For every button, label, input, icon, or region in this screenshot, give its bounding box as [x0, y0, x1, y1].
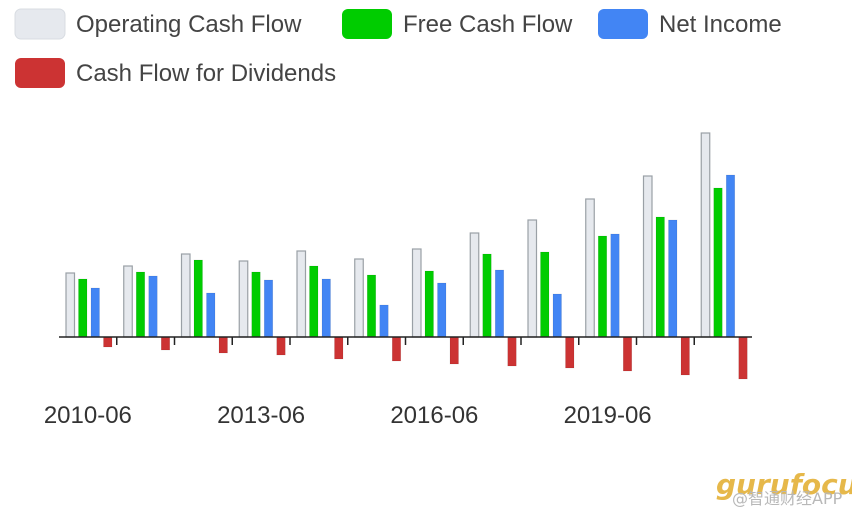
bar-operating-cash-flow-2019-06 — [585, 198, 595, 338]
bar-cash-flow-for-dividends-2020-06 — [680, 336, 690, 376]
bar-cash-flow-for-dividends-2017-06 — [507, 336, 517, 367]
x-tick-label: 2010-06 — [44, 402, 132, 429]
x-tick-label: 2016-06 — [390, 402, 478, 429]
bar-cash-flow-for-dividends-2016-06 — [449, 336, 459, 365]
bar-net-income-2020-06 — [668, 219, 678, 338]
bar-net-income-2017-06 — [494, 269, 505, 338]
bar-cash-flow-for-dividends-2010-06 — [103, 336, 113, 348]
bar-operating-cash-flow-2020-06 — [642, 175, 653, 338]
bar-operating-cash-flow-2018-06 — [527, 219, 538, 338]
bar-net-income-2011-06 — [148, 275, 158, 338]
bar-free-cash-flow-2012-06 — [193, 259, 203, 338]
watermark-app-text: @智通财经APP — [732, 489, 843, 508]
legend-swatch-cash-flow-for-dividends — [15, 58, 65, 88]
legend-swatch-operating-cash-flow — [14, 8, 66, 40]
bar-free-cash-flow-2016-06 — [424, 270, 434, 338]
bar-cash-flow-for-dividends-2014-06 — [334, 336, 344, 360]
bar-free-cash-flow-2020-06 — [655, 216, 665, 338]
bar-cash-flow-for-dividends-2012-06 — [218, 336, 228, 354]
bar-net-income-2015-06 — [379, 304, 389, 338]
bar-cash-flow-for-dividends-2015-06 — [391, 336, 402, 362]
legend-label-free-cash-flow: Free Cash Flow — [403, 11, 573, 38]
bar-cash-flow-for-dividends-2018-06 — [565, 336, 575, 369]
bar-free-cash-flow-2017-06 — [482, 253, 492, 338]
plot-area — [65, 132, 748, 380]
legend-label-cash-flow-for-dividends: Cash Flow for Dividends — [76, 60, 336, 87]
bar-operating-cash-flow-2017-06 — [469, 232, 480, 338]
bar-free-cash-flow-2021-06 — [713, 187, 723, 338]
bar-cash-flow-for-dividends-2021-06 — [738, 336, 748, 380]
bar-operating-cash-flow-2015-06 — [354, 258, 364, 338]
bar-free-cash-flow-2019-06 — [597, 235, 608, 338]
bar-operating-cash-flow-2012-06 — [180, 253, 191, 338]
bar-cash-flow-for-dividends-2019-06 — [622, 336, 633, 372]
bar-operating-cash-flow-2021-06 — [700, 132, 711, 338]
x-tick-label: 2019-06 — [564, 402, 652, 429]
bar-operating-cash-flow-2016-06 — [411, 248, 422, 338]
bar-operating-cash-flow-2014-06 — [296, 250, 307, 338]
legend: Operating Cash Flow Free Cash Flow Net Inc… — [14, 8, 782, 88]
x-axis: 2010-06 2013-06 2016-06 2019-06 — [44, 336, 752, 429]
bar-free-cash-flow-2015-06 — [366, 274, 377, 338]
bar-net-income-2019-06 — [610, 233, 620, 338]
bar-free-cash-flow-2011-06 — [135, 271, 146, 338]
bar-cash-flow-for-dividends-2013-06 — [276, 336, 286, 356]
legend-swatch-net-income — [598, 9, 648, 39]
legend-label-operating-cash-flow: Operating Cash Flow — [76, 11, 302, 38]
bar-operating-cash-flow-2013-06 — [238, 260, 249, 338]
watermark: gurufocus @智通财经APP — [716, 468, 852, 508]
bar-net-income-2010-06 — [90, 287, 100, 338]
bar-free-cash-flow-2013-06 — [251, 271, 261, 338]
bar-free-cash-flow-2010-06 — [78, 278, 88, 338]
bar-net-income-2021-06 — [725, 174, 736, 338]
bar-operating-cash-flow-2010-06 — [65, 272, 76, 338]
bar-net-income-2016-06 — [437, 282, 447, 338]
bar-cash-flow-for-dividends-2011-06 — [160, 336, 171, 351]
x-tick-label: 2013-06 — [217, 402, 305, 429]
watermark-logo: gurufocus — [716, 468, 852, 501]
bar-operating-cash-flow-2011-06 — [123, 265, 133, 338]
bar-net-income-2013-06 — [263, 279, 274, 338]
bar-free-cash-flow-2014-06 — [309, 265, 319, 338]
legend-label-net-income: Net Income — [659, 11, 782, 38]
bar-net-income-2012-06 — [206, 292, 216, 338]
legend-swatch-free-cash-flow — [342, 9, 392, 39]
bar-net-income-2018-06 — [552, 293, 562, 338]
bar-free-cash-flow-2018-06 — [540, 251, 550, 338]
bar-net-income-2014-06 — [321, 278, 331, 338]
